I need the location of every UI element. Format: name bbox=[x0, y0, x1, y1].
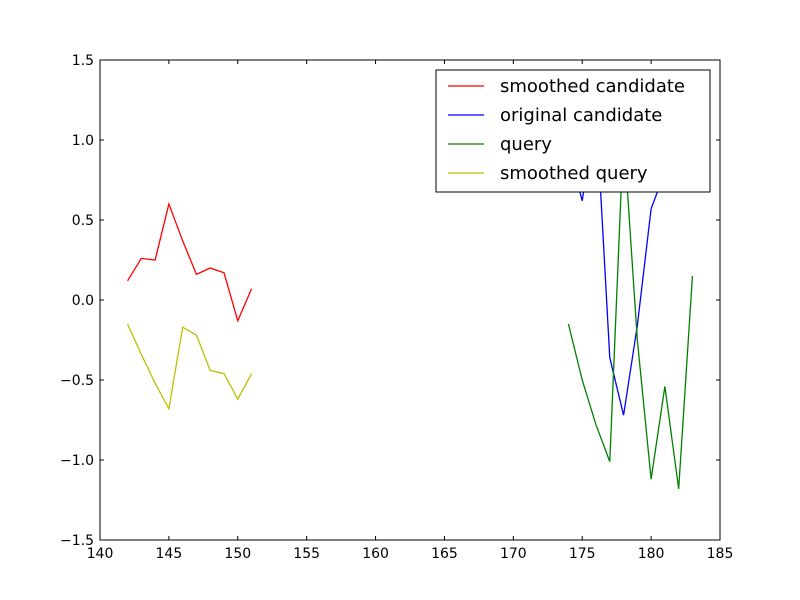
y-tick-label: 1.0 bbox=[72, 133, 94, 149]
x-tick-label: 160 bbox=[362, 546, 389, 562]
y-tick-label: 1.5 bbox=[72, 53, 94, 69]
legend-label: smoothed query bbox=[500, 163, 648, 184]
x-tick-label: 140 bbox=[87, 546, 114, 562]
series-line-query bbox=[567, 131, 694, 489]
x-tick-label: 150 bbox=[224, 546, 251, 562]
series-line-smoothed-query bbox=[126, 323, 253, 411]
x-tick-label: 170 bbox=[500, 546, 527, 562]
x-tick-label: 180 bbox=[638, 546, 665, 562]
axis-ticks: 140 145 150 155 160 165 170 175 180 185 −1.5 −1.0 −0… bbox=[60, 53, 733, 562]
legend-label: original candidate bbox=[500, 105, 662, 126]
x-tick-label: 185 bbox=[707, 546, 734, 562]
plot-frame bbox=[99, 59, 721, 541]
x-tick-label: 165 bbox=[431, 546, 458, 562]
y-tick-label: −0.5 bbox=[60, 373, 94, 389]
x-tick-label: 145 bbox=[156, 546, 183, 562]
y-tick-label: 0.5 bbox=[72, 213, 94, 229]
legend-box bbox=[435, 69, 711, 193]
y-tick-label: 0.0 bbox=[72, 293, 94, 309]
legend-label: smoothed candidate bbox=[500, 76, 685, 97]
y-tick-label: −1.0 bbox=[60, 453, 94, 469]
legend: smoothed candidate original candidate quer… bbox=[435, 69, 711, 193]
y-tick-label: −1.5 bbox=[60, 533, 94, 549]
x-tick-label: 155 bbox=[293, 546, 320, 562]
x-tick-label: 175 bbox=[569, 546, 596, 562]
legend-label: query bbox=[500, 134, 552, 155]
series-line-smoothed-candidate bbox=[127, 201, 253, 323]
